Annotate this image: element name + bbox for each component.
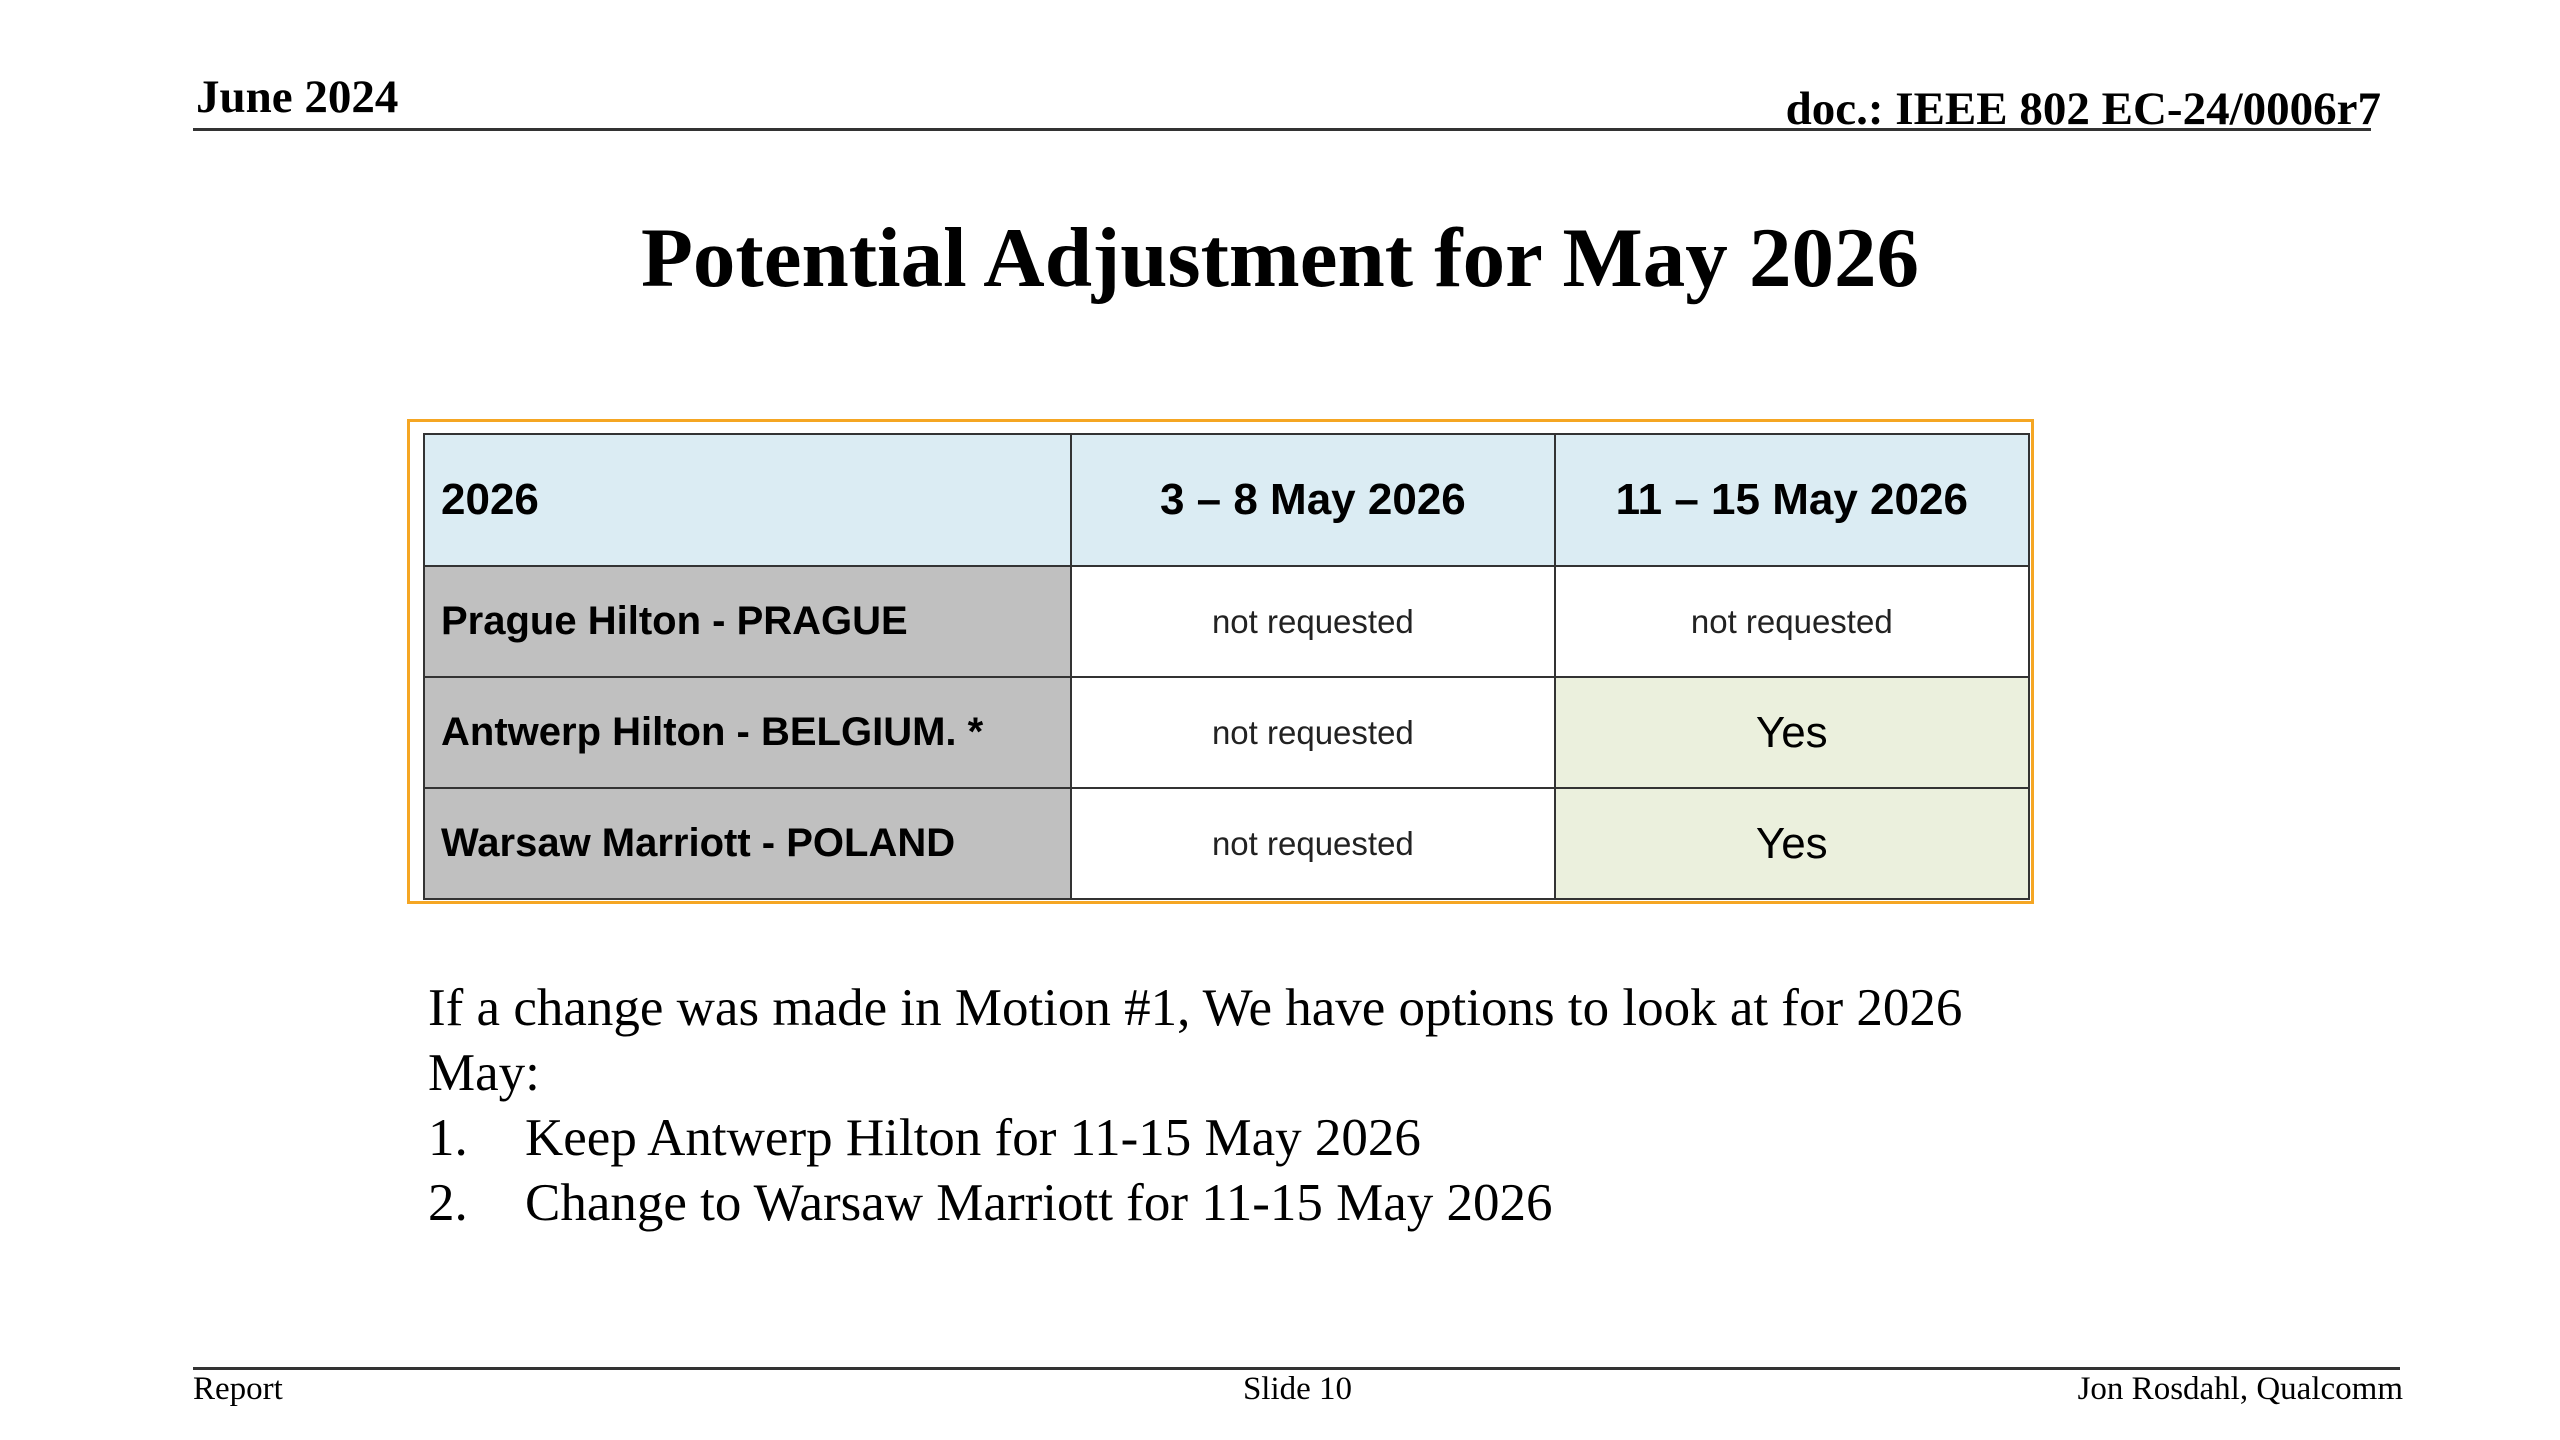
status-3-8-may: not requested xyxy=(1070,787,1556,900)
status-11-15-may: Yes xyxy=(1553,787,2031,900)
status-3-8-may: not requested xyxy=(1070,676,1556,789)
table-header-row: 2026 3 – 8 May 2026 11 – 15 May 2026 xyxy=(422,433,2031,567)
list-item-number: 1. xyxy=(428,1109,468,1167)
list-item-text: Keep Antwerp Hilton for 11-15 May 2026 xyxy=(525,1109,1421,1167)
options-list: 1. Keep Antwerp Hilton for 11-15 May 202… xyxy=(428,1106,2048,1236)
slide-title: Potential Adjustment for May 2026 xyxy=(640,211,1920,305)
header-doc-id: doc.: IEEE 802 EC-24/0006r7 xyxy=(1785,83,2381,135)
body-text: If a change was made in Motion #1, We ha… xyxy=(428,976,2048,1236)
status-3-8-may: not requested xyxy=(1070,565,1556,678)
list-item: 1. Keep Antwerp Hilton for 11-15 May 202… xyxy=(428,1106,2048,1171)
list-item: 2. Change to Warsaw Marriott for 11-15 M… xyxy=(428,1171,2048,1236)
list-item-number: 2. xyxy=(428,1174,468,1232)
header-divider xyxy=(193,128,2371,131)
venue-name: Warsaw Marriott - POLAND xyxy=(422,787,1073,900)
venue-name: Antwerp Hilton - BELGIUM. * xyxy=(422,676,1073,789)
venue-name: Prague Hilton - PRAGUE xyxy=(422,565,1073,678)
status-11-15-may: Yes xyxy=(1553,676,2031,789)
table-row: Antwerp Hilton - BELGIUM. * not requeste… xyxy=(422,676,2031,789)
venue-table: 2026 3 – 8 May 2026 11 – 15 May 2026 Pra… xyxy=(422,433,2031,900)
footer-left: Report xyxy=(193,1371,283,1407)
table-row: Prague Hilton - PRAGUE not requested not… xyxy=(422,565,2031,678)
table-highlight-frame xyxy=(407,419,2034,904)
header-dates-11-15-may: 11 – 15 May 2026 xyxy=(1553,433,2031,567)
table-row: Warsaw Marriott - POLAND not requested Y… xyxy=(422,787,2031,900)
header-date: June 2024 xyxy=(196,71,399,123)
header-dates-3-8-may: 3 – 8 May 2026 xyxy=(1070,433,1556,567)
body-intro: If a change was made in Motion #1, We ha… xyxy=(428,979,1963,1102)
footer-divider xyxy=(193,1367,2400,1370)
status-11-15-may: not requested xyxy=(1553,565,2031,678)
footer-author: Jon Rosdahl, Qualcomm xyxy=(2077,1371,2403,1407)
header-year: 2026 xyxy=(422,433,1073,567)
list-item-text: Change to Warsaw Marriott for 11-15 May … xyxy=(525,1174,1553,1232)
slide-number: Slide 10 xyxy=(1242,1371,1353,1407)
